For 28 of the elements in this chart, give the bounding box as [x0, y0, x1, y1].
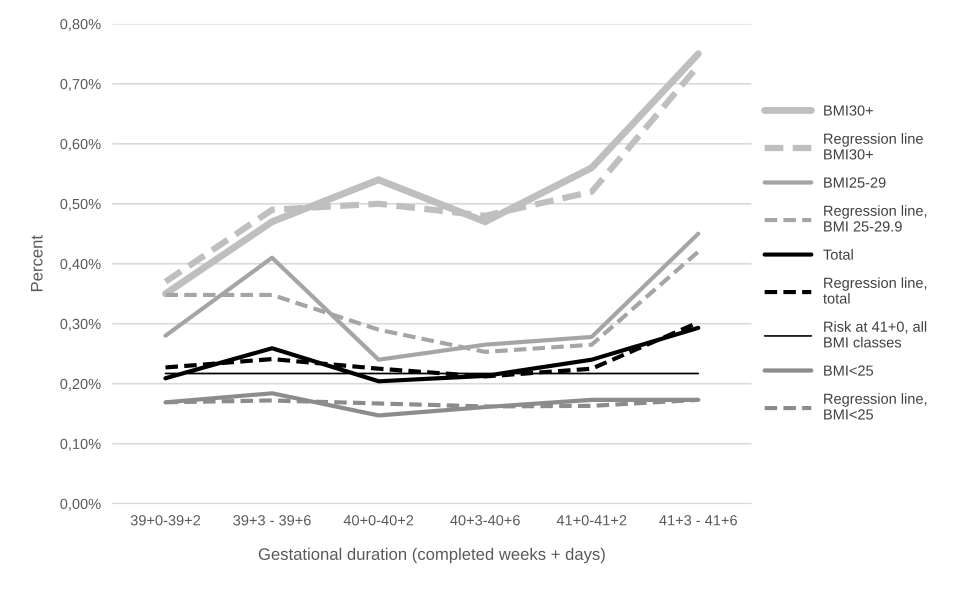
x-tick-label: 41+3 - 41+6	[659, 515, 737, 526]
x-tick-label: 39+3 - 39+6	[233, 515, 311, 526]
y-axis-title: Percent	[30, 235, 43, 292]
legend-label: BMI25-29	[824, 177, 886, 188]
y-tick-label: 0,10%	[60, 438, 101, 451]
x-tick-label: 40+0-40+2	[344, 515, 414, 526]
x-tick-label: 41+0-41+2	[556, 515, 626, 526]
line-series	[163, 326, 700, 384]
y-tick-label: 0,50%	[60, 198, 101, 211]
legend-label: BMI<25	[824, 365, 874, 376]
x-axis-title: Gestational duration (completed weeks + days)	[258, 548, 605, 564]
legend-label: Regression line, BMI<25	[824, 393, 926, 420]
y-tick-label: 0,40%	[60, 258, 101, 271]
legend-label: Risk at 41+0, all BMI classes	[824, 321, 926, 348]
y-tick-label: 0,20%	[60, 378, 101, 391]
x-tick-label: 40+3-40+6	[450, 515, 520, 526]
y-tick-label: 0,30%	[60, 318, 101, 331]
legend-label: Regression line, total	[823, 277, 926, 304]
y-tick-label: 0,70%	[60, 78, 101, 91]
legend-label: Total	[823, 249, 853, 260]
line-series	[163, 232, 700, 362]
legend-label: Regression line BMI30+	[824, 133, 923, 160]
legend-label: BMI30+	[824, 105, 873, 116]
legend-label: Regression line, BMI 25-29.9	[824, 205, 926, 232]
y-tick-label: 0,00%	[60, 498, 101, 511]
x-tick-label: 39+0-39+2	[130, 515, 200, 526]
y-tick-label: 0,80%	[60, 18, 101, 31]
y-tick-label: 0,60%	[60, 138, 101, 151]
